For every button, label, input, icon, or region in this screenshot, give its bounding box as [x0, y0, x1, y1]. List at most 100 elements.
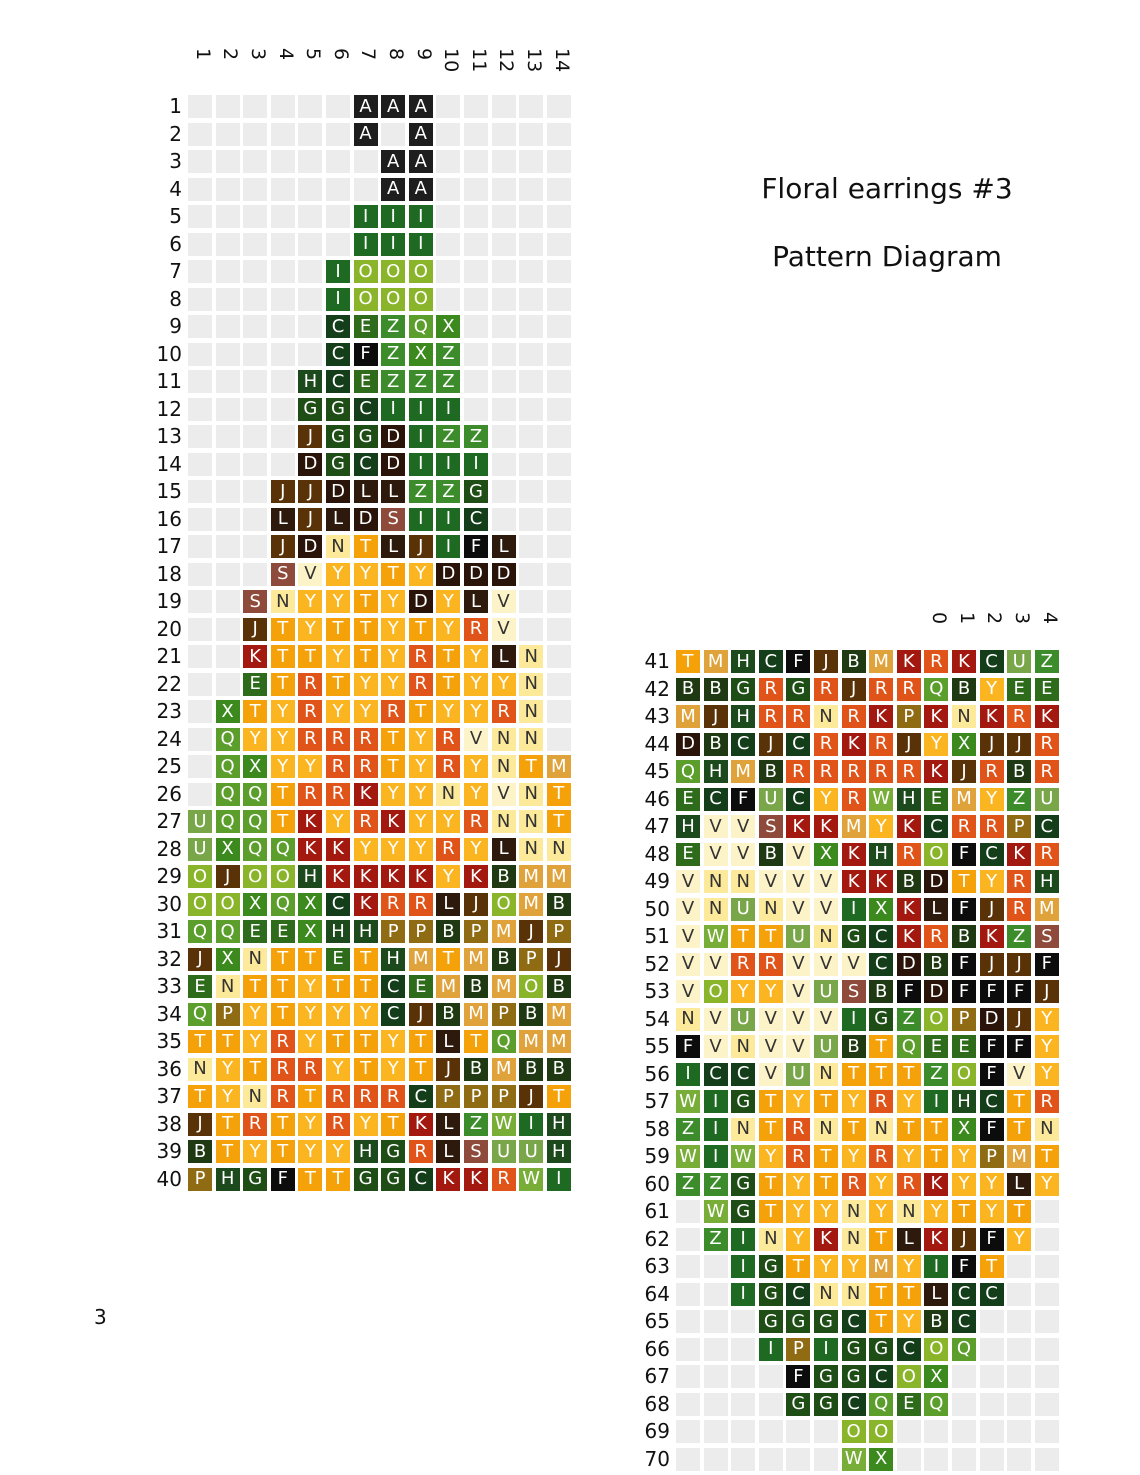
bead-cell: Y — [326, 700, 350, 723]
bead-cell: K — [979, 705, 1004, 728]
bead-cell: Q — [243, 837, 268, 861]
empty-cell — [188, 452, 212, 476]
bead-cell: T — [546, 810, 571, 833]
empty-cell — [546, 727, 571, 751]
empty-cell — [298, 205, 323, 228]
bead-cell: T — [215, 1140, 240, 1163]
empty-cell — [546, 315, 571, 338]
bead-cell: F — [979, 1062, 1004, 1086]
bead-cell: R — [408, 1140, 433, 1163]
bead-cell: H — [298, 370, 323, 393]
bead-cell: G — [381, 1167, 406, 1191]
bead-cell: K — [841, 870, 866, 893]
bead-cell: M — [408, 947, 433, 971]
bead-cell: C — [326, 342, 350, 366]
row-number: 12 — [156, 396, 182, 421]
bead-cell: N — [491, 727, 516, 751]
bead-cell: M — [869, 1255, 894, 1278]
empty-cell — [491, 342, 516, 366]
bead-cell: T — [546, 782, 571, 806]
empty-cell — [1034, 1310, 1059, 1333]
bead-cell: V — [786, 1035, 811, 1058]
empty-cell — [326, 205, 350, 228]
bead-cell: C — [381, 975, 406, 998]
bead-cell: Y — [896, 1310, 921, 1333]
bead-cell: B — [869, 980, 894, 1003]
bead-cell: E — [353, 370, 378, 393]
bead-cell: Z — [703, 1227, 728, 1251]
bead-cell: X — [215, 947, 240, 971]
bead-cell: R — [1034, 1090, 1059, 1113]
bead-cell: Y — [436, 590, 461, 613]
bead-cell: R — [326, 782, 350, 806]
empty-cell — [353, 150, 378, 173]
empty-cell — [814, 1420, 838, 1443]
bead-cell: K — [326, 837, 350, 861]
bead-cell: X — [869, 897, 894, 921]
bead-cell: R — [326, 1085, 350, 1108]
bead-cell: F — [1034, 952, 1059, 976]
bead-cell: R — [353, 810, 378, 833]
bead-cell: Z — [436, 425, 461, 448]
bead-cell: P — [188, 1167, 212, 1191]
empty-cell — [952, 1420, 976, 1443]
bead-cell: N — [814, 1282, 838, 1306]
empty-cell — [243, 370, 268, 393]
empty-cell — [676, 1337, 700, 1361]
bead-cell: R — [408, 892, 433, 916]
bead-cell: E — [896, 1392, 921, 1416]
bead-cell: R — [1007, 870, 1032, 893]
empty-cell — [188, 95, 212, 118]
bead-cell: G — [841, 925, 866, 948]
bead-cell: V — [298, 562, 323, 586]
bead-cell: Y — [814, 787, 838, 811]
bead-cell: B — [758, 760, 783, 783]
bead-cell: Y — [979, 1172, 1004, 1196]
row-number: 60 — [644, 1171, 670, 1196]
empty-cell — [546, 700, 571, 723]
empty-cell — [731, 1447, 756, 1471]
bead-cell: H — [896, 787, 921, 811]
bead-cell: A — [408, 150, 433, 173]
empty-cell — [1007, 1255, 1032, 1278]
bead-cell: I — [758, 1337, 783, 1361]
bead-cell: N — [896, 1200, 921, 1223]
bead-cell: Y — [353, 672, 378, 696]
bead-cell: L — [436, 892, 461, 916]
empty-cell — [491, 122, 516, 146]
bead-cell: I — [408, 452, 433, 476]
bead-cell: R — [326, 755, 350, 778]
bead-cell: J — [1034, 980, 1059, 1003]
bead-cell: C — [408, 1167, 433, 1191]
bead-cell: C — [464, 507, 488, 531]
empty-cell — [270, 287, 295, 311]
bead-cell: H — [731, 650, 756, 673]
bead-cell: T — [353, 975, 378, 998]
bead-cell: R — [1034, 732, 1059, 756]
bead-cell: R — [841, 760, 866, 783]
row-number: 44 — [644, 731, 670, 756]
bead-cell: J — [979, 952, 1004, 976]
bead-cell: U — [188, 810, 212, 833]
bead-cell: U — [491, 1140, 516, 1163]
bead-cell: Y — [464, 837, 488, 861]
empty-cell — [519, 150, 544, 173]
bead-cell: N — [270, 590, 295, 613]
bead-cell: B — [758, 842, 783, 866]
bead-cell: F — [952, 842, 976, 866]
bead-cell: J — [841, 677, 866, 701]
bead-cell: I — [703, 1117, 728, 1141]
row-number: 48 — [644, 841, 670, 866]
bead-cell: R — [326, 727, 350, 751]
bead-cell: T — [758, 1200, 783, 1223]
bead-cell: I — [408, 507, 433, 531]
bead-cell: U — [758, 787, 783, 811]
bead-cell: L — [896, 1227, 921, 1251]
bead-cell: L — [464, 590, 488, 613]
bead-cell: G — [786, 1310, 811, 1333]
bead-cell: T — [896, 1117, 921, 1141]
bead-cell: Y — [979, 787, 1004, 811]
empty-cell — [491, 287, 516, 311]
bead-cell: J — [298, 507, 323, 531]
bead-cell: R — [924, 650, 949, 673]
